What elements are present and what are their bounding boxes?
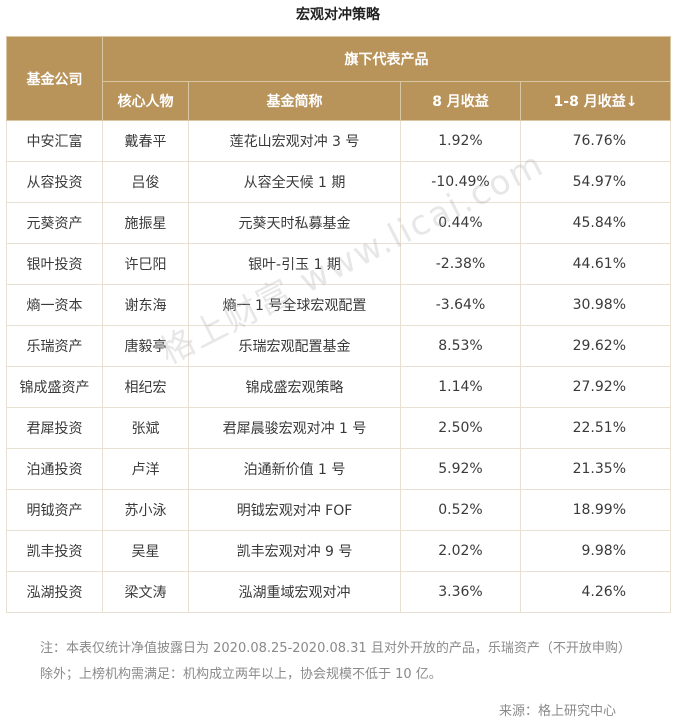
- cell-return-ytd: 9.98%: [520, 530, 671, 572]
- cell-manager: 苏小泳: [102, 489, 189, 531]
- cell-fund: 君犀晨骏宏观对冲 1 号: [188, 407, 401, 449]
- cell-return-aug: 8.53%: [400, 325, 521, 367]
- cell-return-ytd: 4.26%: [520, 571, 671, 613]
- cell-company: 泓湖投资: [6, 571, 103, 613]
- cell-company: 银叶投资: [6, 243, 103, 285]
- cell-manager: 相纪宏: [102, 366, 189, 408]
- table-row: 凯丰投资 吴星 凯丰宏观对冲 9 号 2.02% 9.98%: [6, 530, 671, 572]
- cell-return-aug: 2.02%: [400, 530, 521, 572]
- header-row-sub: 核心人物 基金简称 8 月收益 1-8 月收益↓: [7, 81, 671, 121]
- cell-return-ytd: 29.62%: [520, 325, 671, 367]
- cell-manager: 许巳阳: [102, 243, 189, 285]
- cell-return-aug: -10.49%: [400, 161, 521, 203]
- cell-company: 元葵资产: [6, 202, 103, 244]
- cell-fund: 莲花山宏观对冲 3 号: [188, 120, 401, 162]
- cell-return-ytd: 45.84%: [520, 202, 671, 244]
- header-row-top: 基金公司 旗下代表产品: [6, 36, 671, 121]
- table-row: 君犀投资 张斌 君犀晨骏宏观对冲 1 号 2.50% 22.51%: [6, 407, 671, 449]
- cell-company: 乐瑞资产: [6, 325, 103, 367]
- table-row: 乐瑞资产 唐毅亭 乐瑞宏观配置基金 8.53% 29.62%: [6, 325, 671, 367]
- cell-fund: 凯丰宏观对冲 9 号: [188, 530, 401, 572]
- cell-company: 明钺资产: [6, 489, 103, 531]
- cell-fund: 银叶-引玉 1 期: [188, 243, 401, 285]
- cell-manager: 谢东海: [102, 284, 189, 326]
- cell-return-ytd: 21.35%: [520, 448, 671, 490]
- cell-company: 中安汇富: [6, 120, 103, 162]
- cell-return-aug: -3.64%: [400, 284, 521, 326]
- cell-return-ytd: 54.97%: [520, 161, 671, 203]
- cell-return-aug: 1.14%: [400, 366, 521, 408]
- cell-fund: 泓湖重域宏观对冲: [188, 571, 401, 613]
- header-return-ytd[interactable]: 1-8 月收益↓: [520, 81, 671, 121]
- cell-manager: 戴春平: [102, 120, 189, 162]
- cell-company: 泊通投资: [6, 448, 103, 490]
- cell-company: 锦成盛资产: [6, 366, 103, 408]
- cell-return-ytd: 30.98%: [520, 284, 671, 326]
- cell-manager: 吕俊: [102, 161, 189, 203]
- cell-return-aug: 5.92%: [400, 448, 521, 490]
- footnote: 注：本表仅统计净值披露日为 2020.08.25-2020.08.31 且对外开…: [40, 641, 631, 682]
- table-row: 锦成盛资产 相纪宏 锦成盛宏观策略 1.14% 27.92%: [6, 366, 671, 408]
- fund-ranking-table: 基金公司 旗下代表产品 核心人物 基金简称 8 月收益 1-8 月收益↓ 中安汇…: [6, 36, 671, 613]
- cell-company: 从容投资: [6, 161, 103, 203]
- cell-return-ytd: 18.99%: [520, 489, 671, 531]
- cell-manager: 卢洋: [102, 448, 189, 490]
- cell-fund: 熵一 1 号全球宏观配置: [188, 284, 401, 326]
- cell-fund: 从容全天候 1 期: [188, 161, 401, 203]
- cell-company: 君犀投资: [6, 407, 103, 449]
- cell-manager: 吴星: [102, 530, 189, 572]
- header-manager: 核心人物: [102, 81, 189, 121]
- source-credit: 来源：格上研究中心: [498, 704, 616, 719]
- cell-return-aug: 3.36%: [400, 571, 521, 613]
- cell-fund: 乐瑞宏观配置基金: [188, 325, 401, 367]
- cell-manager: 施振星: [102, 202, 189, 244]
- cell-manager: 唐毅亭: [102, 325, 189, 367]
- cell-return-ytd: 22.51%: [520, 407, 671, 449]
- table-row: 明钺资产 苏小泳 明钺宏观对冲 FOF 0.52% 18.99%: [6, 489, 671, 531]
- table-title: 宏观对冲策略: [296, 7, 380, 23]
- cell-fund: 泊通新价值 1 号: [188, 448, 401, 490]
- table-row: 熵一资本 谢东海 熵一 1 号全球宏观配置 -3.64% 30.98%: [6, 284, 671, 326]
- table-row: 从容投资 吕俊 从容全天候 1 期 -10.49% 54.97%: [6, 161, 671, 203]
- header-fund: 基金简称: [188, 81, 401, 121]
- cell-return-ytd: 76.76%: [520, 120, 671, 162]
- cell-return-aug: 0.44%: [400, 202, 521, 244]
- cell-return-aug: -2.38%: [400, 243, 521, 285]
- cell-return-aug: 1.92%: [400, 120, 521, 162]
- cell-return-aug: 2.50%: [400, 407, 521, 449]
- table-row: 泓湖投资 梁文涛 泓湖重域宏观对冲 3.36% 4.26%: [6, 571, 671, 613]
- cell-fund: 明钺宏观对冲 FOF: [188, 489, 401, 531]
- cell-fund: 锦成盛宏观策略: [188, 366, 401, 408]
- cell-manager: 梁文涛: [102, 571, 189, 613]
- cell-company: 熵一资本: [6, 284, 103, 326]
- cell-return-aug: 0.52%: [400, 489, 521, 531]
- header-return-aug: 8 月收益: [400, 81, 521, 121]
- table-row: 元葵资产 施振星 元葵天时私募基金 0.44% 45.84%: [6, 202, 671, 244]
- table-row: 中安汇富 戴春平 莲花山宏观对冲 3 号 1.92% 76.76%: [6, 120, 671, 162]
- table-row: 银叶投资 许巳阳 银叶-引玉 1 期 -2.38% 44.61%: [6, 243, 671, 285]
- cell-manager: 张斌: [102, 407, 189, 449]
- cell-fund: 元葵天时私募基金: [188, 202, 401, 244]
- cell-return-ytd: 27.92%: [520, 366, 671, 408]
- header-company: 基金公司: [6, 36, 103, 121]
- table-row: 泊通投资 卢洋 泊通新价值 1 号 5.92% 21.35%: [6, 448, 671, 490]
- cell-company: 凯丰投资: [6, 530, 103, 572]
- cell-return-ytd: 44.61%: [520, 243, 671, 285]
- table-body: 中安汇富 戴春平 莲花山宏观对冲 3 号 1.92% 76.76% 从容投资 吕…: [6, 120, 671, 613]
- header-group: 旗下代表产品: [102, 36, 671, 82]
